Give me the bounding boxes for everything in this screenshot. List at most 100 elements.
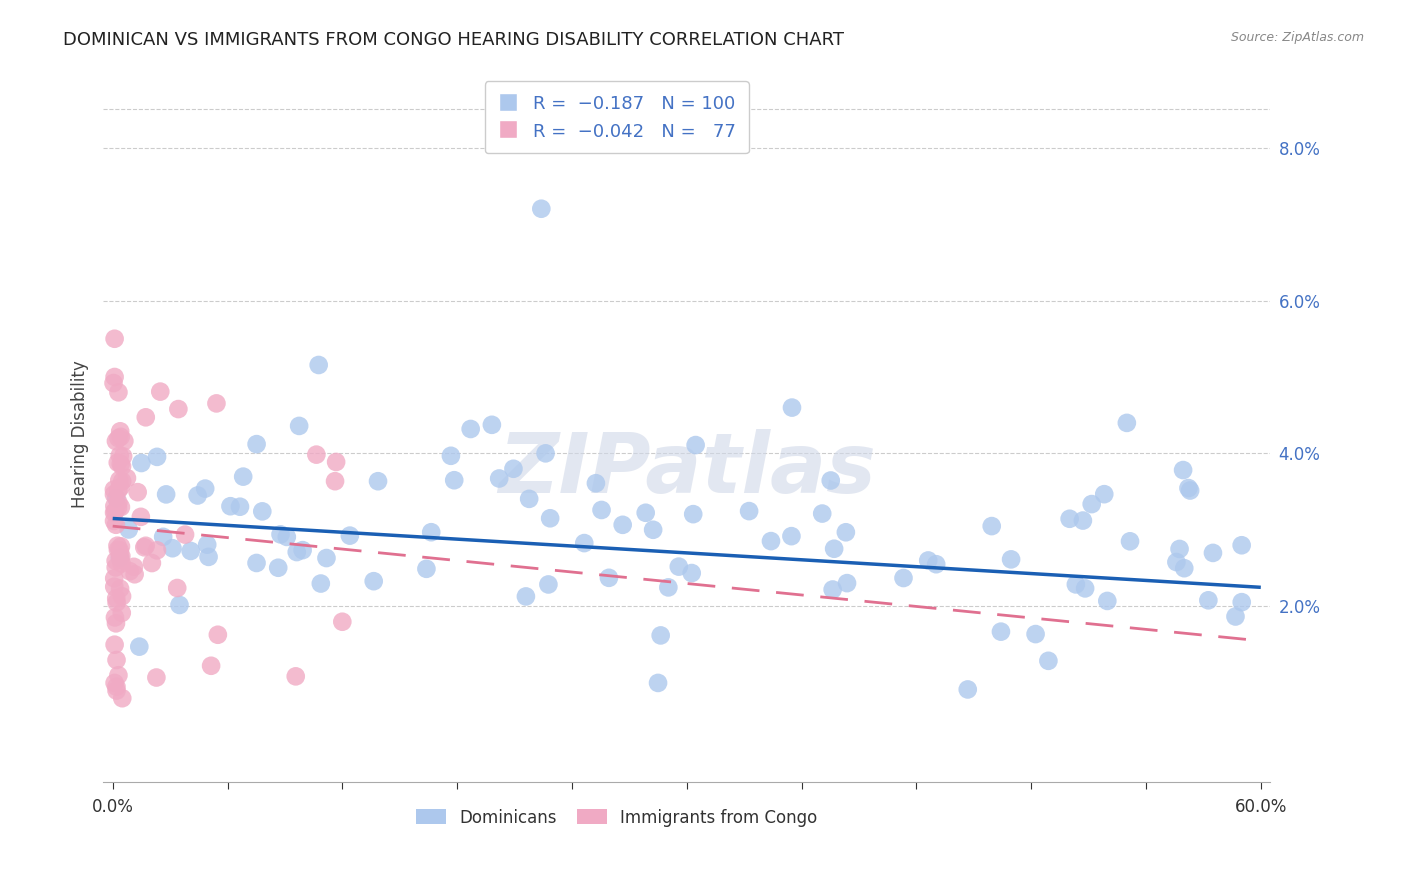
Point — [128, 640, 150, 654]
Point — [105, 680, 128, 694]
Point — [145, 671, 167, 685]
Point — [925, 558, 948, 572]
Point — [110, 457, 132, 471]
Point — [682, 507, 704, 521]
Point — [1230, 595, 1253, 609]
Point — [1025, 627, 1047, 641]
Point — [534, 446, 557, 460]
Point — [835, 576, 858, 591]
Point — [685, 438, 707, 452]
Point — [107, 500, 129, 515]
Point — [481, 417, 503, 432]
Point — [103, 506, 125, 520]
Point — [591, 503, 613, 517]
Point — [820, 474, 842, 488]
Point — [103, 487, 125, 501]
Point — [537, 577, 560, 591]
Point — [108, 582, 131, 596]
Point — [291, 543, 314, 558]
Point — [738, 504, 761, 518]
Point — [112, 450, 135, 464]
Point — [141, 556, 163, 570]
Point — [538, 511, 561, 525]
Point — [1230, 538, 1253, 552]
Point — [111, 475, 134, 489]
Point — [657, 581, 679, 595]
Point — [110, 480, 132, 494]
Point — [893, 571, 915, 585]
Point — [111, 589, 134, 603]
Point — [149, 384, 172, 399]
Point — [111, 606, 134, 620]
Point — [415, 562, 437, 576]
Point — [1092, 487, 1115, 501]
Point — [309, 576, 332, 591]
Point — [650, 628, 672, 642]
Point — [194, 482, 217, 496]
Point — [232, 469, 254, 483]
Point — [1168, 541, 1191, 556]
Point — [245, 556, 267, 570]
Point — [103, 514, 125, 528]
Point — [488, 471, 510, 485]
Point — [110, 500, 132, 514]
Point — [169, 598, 191, 612]
Point — [108, 550, 131, 565]
Point — [245, 437, 267, 451]
Point — [197, 549, 219, 564]
Point — [104, 610, 127, 624]
Point — [443, 473, 465, 487]
Point — [276, 530, 298, 544]
Point — [104, 616, 127, 631]
Point — [107, 456, 129, 470]
Point — [180, 544, 202, 558]
Point — [759, 534, 782, 549]
Point — [111, 459, 134, 474]
Point — [104, 517, 127, 532]
Point — [104, 370, 127, 384]
Point — [118, 523, 141, 537]
Point — [110, 540, 132, 554]
Point — [530, 202, 553, 216]
Point — [1097, 594, 1119, 608]
Point — [823, 541, 845, 556]
Point — [285, 545, 308, 559]
Point — [110, 430, 132, 444]
Point — [219, 499, 242, 513]
Point — [1064, 577, 1087, 591]
Point — [1178, 483, 1201, 498]
Point — [110, 557, 132, 571]
Point — [103, 580, 125, 594]
Point — [110, 550, 132, 565]
Point — [1166, 555, 1188, 569]
Point — [207, 628, 229, 642]
Point — [647, 676, 669, 690]
Point — [515, 590, 537, 604]
Point — [288, 418, 311, 433]
Point — [111, 691, 134, 706]
Point — [104, 560, 127, 574]
Point — [330, 615, 353, 629]
Point — [681, 566, 703, 580]
Point — [110, 549, 132, 563]
Point — [440, 449, 463, 463]
Point — [105, 683, 128, 698]
Point — [956, 682, 979, 697]
Point — [108, 473, 131, 487]
Point — [118, 564, 141, 578]
Point — [1202, 546, 1225, 560]
Point — [270, 527, 292, 541]
Legend: Dominicans, Immigrants from Congo: Dominicans, Immigrants from Congo — [409, 802, 824, 833]
Point — [267, 560, 290, 574]
Point — [1000, 552, 1022, 566]
Point — [1119, 534, 1142, 549]
Point — [1115, 416, 1137, 430]
Point — [146, 543, 169, 558]
Point — [110, 425, 132, 439]
Point — [105, 596, 128, 610]
Point — [162, 541, 184, 556]
Point — [122, 559, 145, 574]
Point — [1173, 561, 1195, 575]
Point — [107, 431, 129, 445]
Point — [229, 500, 252, 514]
